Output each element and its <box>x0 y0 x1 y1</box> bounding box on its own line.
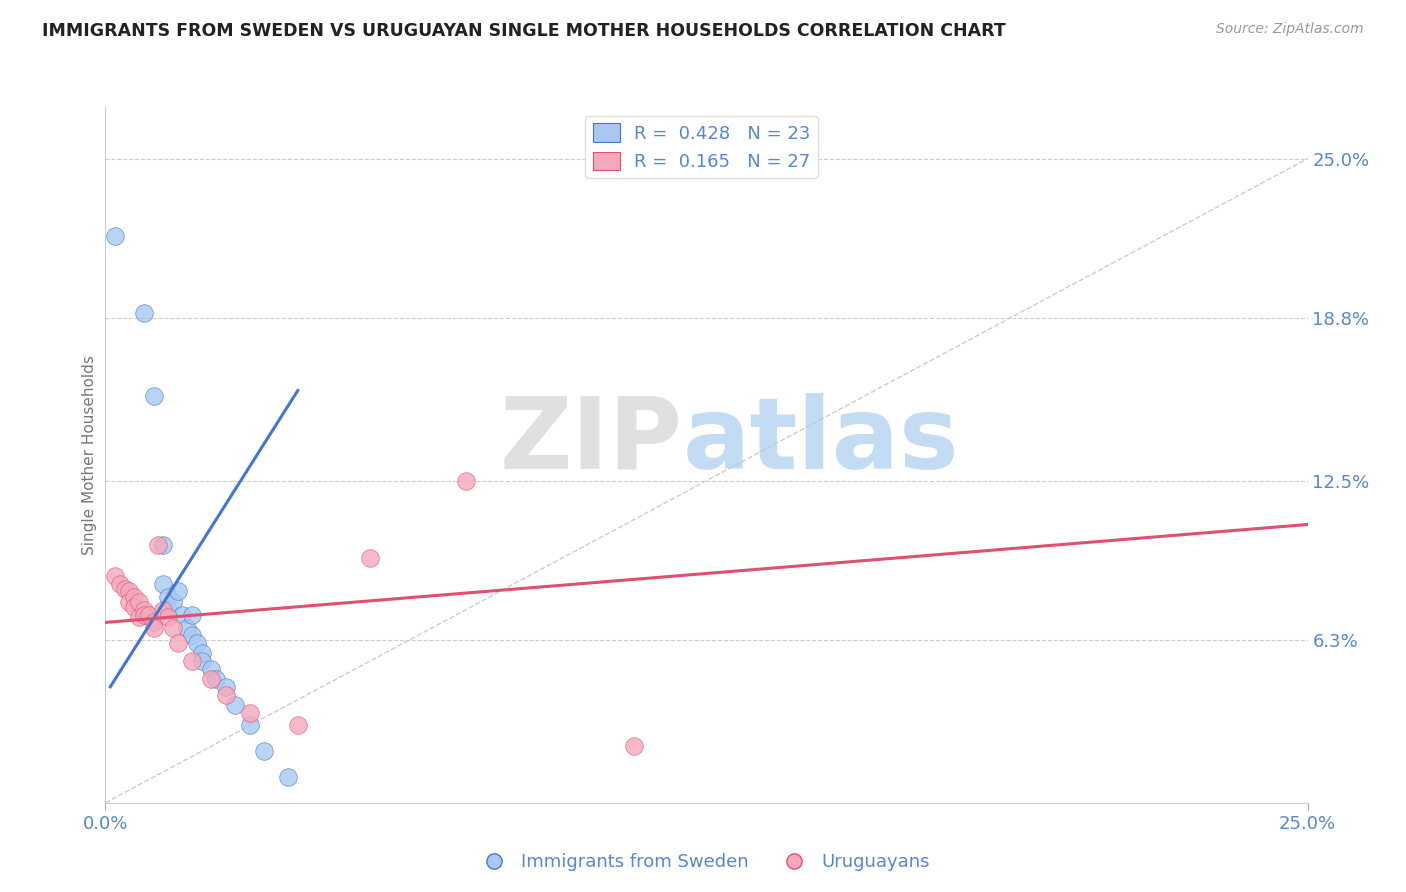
Point <box>138 607 160 622</box>
Point <box>152 576 174 591</box>
Point <box>108 576 131 591</box>
Point <box>162 621 184 635</box>
Legend: Immigrants from Sweden, Uruguayans: Immigrants from Sweden, Uruguayans <box>470 847 936 879</box>
Point <box>224 698 246 712</box>
Point <box>200 662 222 676</box>
Point <box>114 582 136 596</box>
Point <box>152 602 174 616</box>
Point <box>239 718 262 732</box>
Point <box>152 538 174 552</box>
Text: IMMIGRANTS FROM SWEDEN VS URUGUAYAN SINGLE MOTHER HOUSEHOLDS CORRELATION CHART: IMMIGRANTS FROM SWEDEN VS URUGUAYAN SING… <box>42 22 1005 40</box>
Point <box>214 680 236 694</box>
Point <box>277 770 299 784</box>
Legend: R =  0.428   N = 23, R =  0.165   N = 27: R = 0.428 N = 23, R = 0.165 N = 27 <box>585 116 818 178</box>
Point <box>124 590 146 604</box>
Point <box>162 595 184 609</box>
Point <box>156 602 179 616</box>
Point <box>128 610 150 624</box>
Point <box>104 228 127 243</box>
Point <box>156 590 179 604</box>
Point <box>132 607 155 622</box>
Point <box>181 628 204 642</box>
Text: ZIP: ZIP <box>499 392 682 490</box>
Point <box>359 551 381 566</box>
Point <box>287 718 309 732</box>
Point <box>148 538 170 552</box>
Point <box>104 569 127 583</box>
Text: Source: ZipAtlas.com: Source: ZipAtlas.com <box>1216 22 1364 37</box>
Point <box>118 595 141 609</box>
Point <box>124 599 146 614</box>
Point <box>132 306 155 320</box>
Point <box>118 584 141 599</box>
Point <box>454 474 477 488</box>
Point <box>142 389 165 403</box>
Point <box>166 636 188 650</box>
Point <box>142 615 165 630</box>
Point <box>181 654 204 668</box>
Point <box>181 607 204 622</box>
Point <box>176 621 198 635</box>
Point <box>132 602 155 616</box>
Point <box>156 610 179 624</box>
Point <box>190 646 212 660</box>
Point <box>142 621 165 635</box>
Point <box>172 607 194 622</box>
Point <box>253 744 276 758</box>
Point <box>623 739 645 753</box>
Point <box>214 688 236 702</box>
Point <box>186 636 208 650</box>
Point <box>166 584 188 599</box>
Point <box>128 595 150 609</box>
Point <box>190 654 212 668</box>
Point <box>239 706 262 720</box>
Point <box>205 672 228 686</box>
Y-axis label: Single Mother Households: Single Mother Households <box>82 355 97 555</box>
Point <box>200 672 222 686</box>
Text: atlas: atlas <box>682 392 959 490</box>
